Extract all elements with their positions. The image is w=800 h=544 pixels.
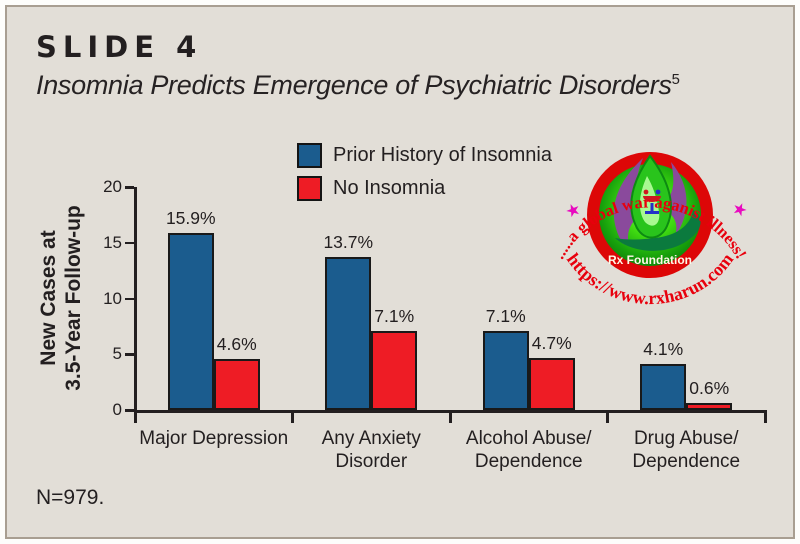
legend-swatch-red (297, 176, 322, 201)
logo-purple-flame-right (659, 162, 687, 236)
legend-row-no-insomnia: No Insomnia (297, 176, 552, 201)
slide-title-text: Insomnia Predicts Emergence of Psychiatr… (36, 70, 672, 100)
watermark-star-left-icon: ★ (563, 199, 584, 222)
logo-cup-bowl-icon (643, 196, 661, 202)
slide-title: Insomnia Predicts Emergence of Psychiatr… (36, 70, 680, 101)
bar-prior-insomnia (325, 257, 372, 410)
bar-value-label: 4.6% (216, 333, 257, 354)
watermark-star-right-icon: ★ (729, 198, 750, 221)
y-axis-tick (125, 186, 134, 189)
bar-value-label: 0.6% (689, 378, 730, 399)
chart-legend: Prior History of Insomnia No Insomnia (297, 143, 552, 209)
sample-size-footnote: N=979. (36, 486, 105, 509)
logo-cup-dot (643, 189, 649, 195)
y-axis-tick (125, 409, 134, 412)
bar-value-label: 13.7% (323, 232, 374, 253)
y-tick-label: 5 (112, 344, 122, 364)
logo-cup-base (645, 211, 659, 214)
category-label: Any Anxiety Disorder (321, 428, 421, 472)
legend-row-prior-insomnia: Prior History of Insomnia (297, 143, 552, 168)
bar-value-label: 15.9% (165, 207, 216, 228)
bar-value-label: 4.1% (643, 339, 684, 360)
y-tick-label: 10 (103, 288, 122, 308)
rxharun-watermark-logo: Rx Foundation .....a global war aganist … (549, 152, 751, 308)
logo-foundation-label: Rx Foundation (608, 253, 692, 267)
bar-prior-insomnia (167, 232, 214, 410)
x-axis-tick (133, 410, 137, 423)
x-axis-tick (763, 410, 767, 423)
bar-no-insomnia (213, 358, 260, 410)
legend-label: Prior History of Insomnia (333, 144, 552, 166)
y-axis-line (133, 187, 137, 410)
bar-value-label: 7.1% (374, 305, 415, 326)
bar-no-insomnia (528, 357, 575, 410)
bar-prior-insomnia (640, 364, 687, 410)
x-axis-tick (291, 410, 294, 423)
bar-value-label: 4.7% (531, 332, 572, 353)
category-label: Alcohol Abuse/ Dependence (465, 428, 592, 472)
y-tick-label: 0 (112, 400, 122, 419)
y-tick-label: 20 (103, 177, 122, 196)
legend-swatch-blue (297, 143, 322, 168)
logo-hand (615, 210, 701, 251)
legend-label: No Insomnia (333, 177, 446, 199)
category-label: Major Depression (139, 428, 289, 449)
y-axis-tick (125, 353, 134, 356)
bar-value-label: 7.1% (485, 305, 526, 326)
slide-number-label: SLIDE 4 (36, 30, 203, 64)
y-axis-tick (125, 241, 134, 245)
bar-prior-insomnia (482, 330, 529, 410)
slide-title-reference-superscript: 5 (671, 72, 680, 88)
y-axis-tick (125, 297, 134, 300)
x-axis-tick (606, 410, 609, 423)
category-label: Drug Abuse/ Dependence (632, 428, 741, 472)
logo-cup-dot (655, 189, 661, 195)
bar-no-insomnia (686, 403, 733, 410)
logo-cup-stem (650, 203, 654, 212)
x-axis-tick (448, 410, 452, 423)
y-tick-label: 15 (103, 232, 122, 252)
bar-no-insomnia (371, 330, 418, 410)
